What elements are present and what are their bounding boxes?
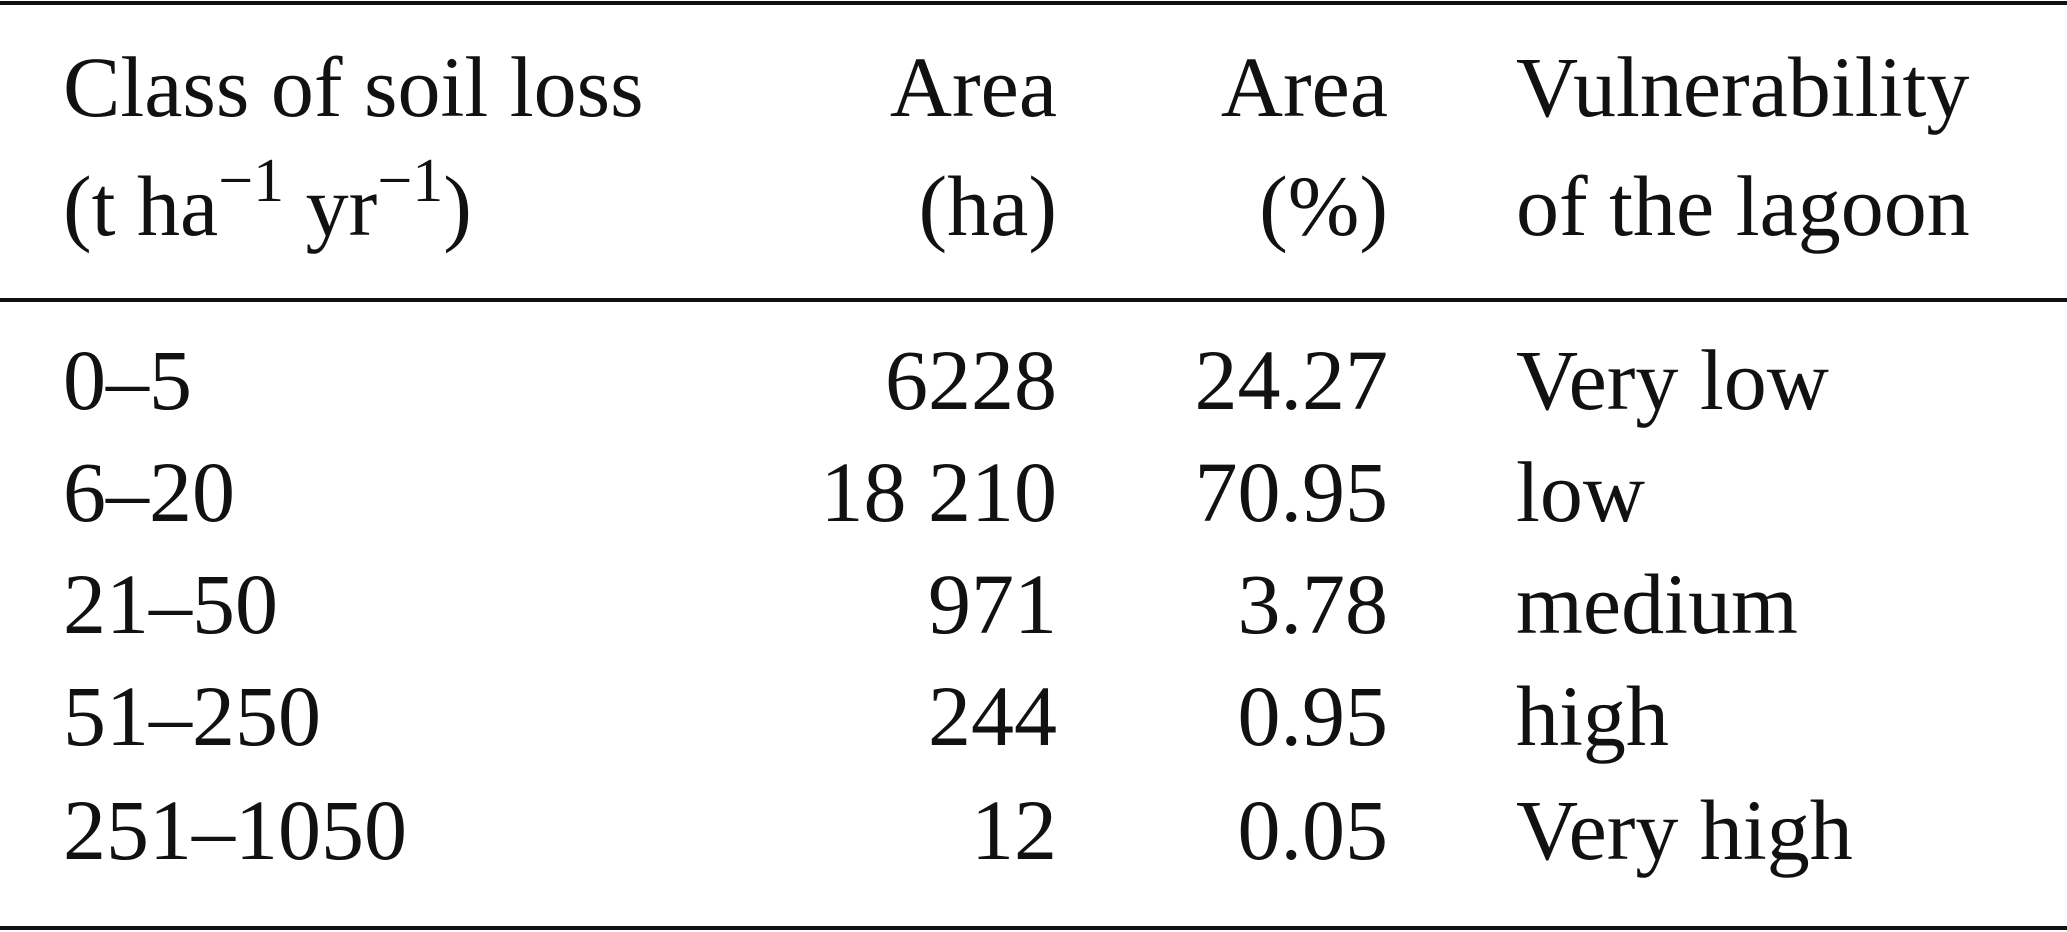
cell: 24.27 [1195, 332, 1389, 428]
header-text: Class of soil loss [63, 39, 644, 135]
superscript: −1 [377, 147, 443, 215]
cell: 18 210 [821, 444, 1058, 540]
header-text: of the lagoon [1516, 158, 1970, 254]
header-text: Area [890, 39, 1057, 135]
header-text: Vulnerability [1516, 39, 1969, 135]
cell: high [1516, 668, 1669, 764]
header-part: (ha) [919, 158, 1057, 254]
header-part: of the lagoon [1516, 158, 1970, 254]
cell: Very high [1516, 782, 1853, 878]
cell: 251–1050 [63, 782, 407, 878]
superscript: −1 [218, 147, 284, 215]
cell: 244 [928, 668, 1057, 764]
cell: low [1516, 444, 1645, 540]
cell: 3.78 [1238, 556, 1389, 652]
header-text: Area [1221, 39, 1388, 135]
header-part: Class of soil loss [63, 39, 644, 135]
cell: 0–5 [63, 332, 192, 428]
cell: medium [1516, 556, 1798, 652]
cell: 51–250 [63, 668, 321, 764]
cell: Very low [1516, 332, 1829, 428]
cell: 70.95 [1195, 444, 1389, 540]
cell: 0.05 [1238, 782, 1389, 878]
header-part: Area [1221, 39, 1388, 135]
header-part: ) [443, 158, 472, 254]
header-text: (ha) [919, 158, 1057, 254]
header-text: (t ha−1 yr−1) [63, 147, 472, 254]
cell: 6228 [885, 332, 1057, 428]
header-part: yr [284, 158, 377, 254]
header-part: Vulnerability [1516, 39, 1969, 135]
cell: 12 [971, 782, 1057, 878]
header-part: (%) [1259, 158, 1388, 254]
cell: 6–20 [63, 444, 235, 540]
header-part: (t ha [63, 158, 218, 254]
cell: 971 [928, 556, 1057, 652]
header-text: (%) [1259, 158, 1388, 254]
cell: 0.95 [1238, 668, 1389, 764]
cell: 21–50 [63, 556, 278, 652]
header-part: Area [890, 39, 1057, 135]
